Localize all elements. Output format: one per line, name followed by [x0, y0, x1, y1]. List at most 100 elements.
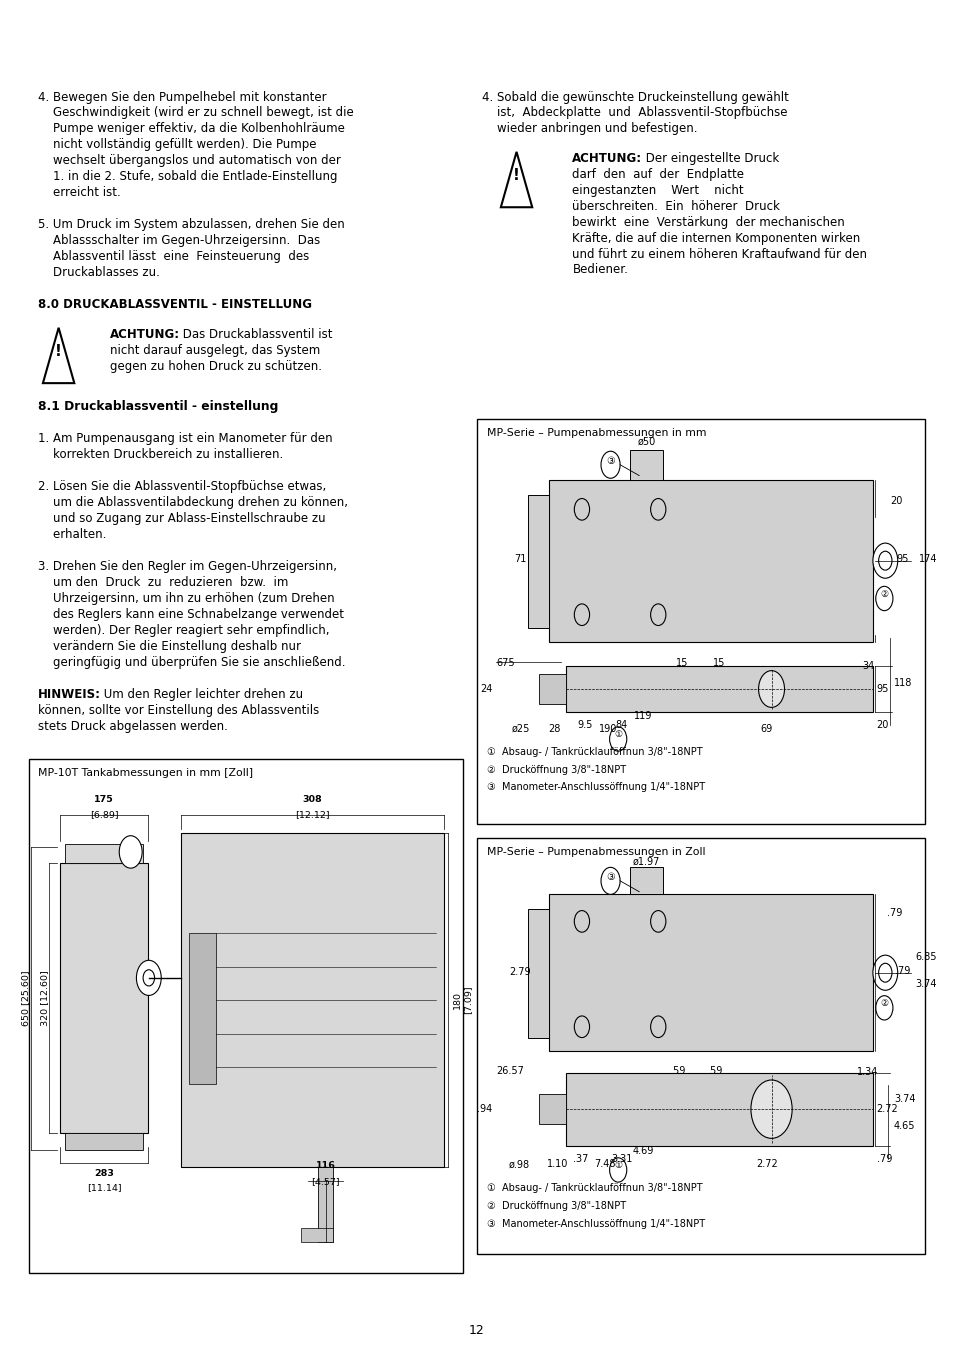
Text: ø1.97: ø1.97: [632, 857, 659, 866]
Circle shape: [872, 955, 897, 990]
Text: .79: .79: [886, 908, 902, 917]
Bar: [60, 863, 148, 1133]
Text: 12: 12: [469, 1324, 484, 1337]
Text: 119: 119: [634, 711, 652, 720]
Circle shape: [600, 867, 619, 894]
Text: .37: .37: [573, 1154, 588, 1163]
Text: 1.10: 1.10: [546, 1159, 567, 1169]
Bar: [565, 1073, 872, 1146]
Text: wechselt übergangslos und automatisch von der: wechselt übergangslos und automatisch vo…: [38, 154, 340, 168]
Text: geringfügig und überprüfen Sie sie anschließend.: geringfügig und überprüfen Sie sie ansch…: [38, 655, 345, 669]
Text: 174: 174: [918, 554, 936, 563]
Text: des Reglers kann eine Schnabelzange verwendet: des Reglers kann eine Schnabelzange verw…: [38, 608, 344, 621]
Text: werden). Der Regler reagiert sehr empfindlich,: werden). Der Regler reagiert sehr empfin…: [38, 624, 330, 636]
Bar: [565, 666, 872, 712]
Text: ø.98: ø.98: [508, 1159, 529, 1169]
Bar: [629, 450, 662, 480]
Text: ③  Manometer-Anschlussöffnung 1/4"-18NPT: ③ Manometer-Anschlussöffnung 1/4"-18NPT: [486, 782, 704, 792]
Text: 4.65: 4.65: [893, 1121, 915, 1131]
Circle shape: [119, 836, 142, 869]
Bar: [538, 1094, 565, 1124]
Text: erhalten.: erhalten.: [38, 528, 107, 540]
Text: 190: 190: [598, 724, 617, 734]
Text: 2. Lösen Sie die Ablassventil-Stopfbüchse etwas,: 2. Lösen Sie die Ablassventil-Stopfbüchs…: [38, 480, 326, 493]
Text: Der eingestellte Druck: Der eingestellte Druck: [641, 151, 779, 165]
Text: ist,  Abdeckplatte  und  Ablassventil-Stopfbüchse: ist, Abdeckplatte und Ablassventil-Stopf…: [481, 107, 786, 119]
Text: 4. Bewegen Sie den Pumpelhebel mit konstanter: 4. Bewegen Sie den Pumpelhebel mit konst…: [38, 91, 327, 104]
Bar: [300, 1228, 333, 1242]
Text: 6.85: 6.85: [914, 952, 936, 962]
Text: darf  den  auf  der  Endplatte: darf den auf der Endplatte: [572, 168, 743, 181]
Text: ③: ③: [605, 455, 615, 466]
Text: wieder anbringen und befestigen.: wieder anbringen und befestigen.: [481, 123, 697, 135]
Bar: [29, 759, 462, 1273]
Circle shape: [750, 1079, 791, 1139]
Text: 283: 283: [94, 1169, 113, 1178]
Text: Ablassventil lässt  eine  Feinsteuerung  des: Ablassventil lässt eine Feinsteuerung de…: [38, 250, 309, 263]
Text: ①: ①: [614, 1162, 621, 1170]
Text: 3.31: 3.31: [611, 1154, 632, 1163]
Text: .79: .79: [876, 1154, 891, 1163]
Circle shape: [875, 996, 892, 1020]
Text: .94: .94: [476, 1104, 492, 1113]
Text: 675: 675: [496, 658, 515, 667]
Text: Pumpe weniger effektiv, da die Kolbenhohlräume: Pumpe weniger effektiv, da die Kolbenhoh…: [38, 123, 345, 135]
Bar: [181, 834, 443, 1167]
Text: 1.34: 1.34: [857, 1067, 878, 1077]
Text: bewirkt  eine  Verstärkung  der mechanischen: bewirkt eine Verstärkung der mechanische…: [572, 216, 844, 228]
Text: ②  Drucköffnung 3/8"-18NPT: ② Drucköffnung 3/8"-18NPT: [486, 1201, 625, 1210]
Text: 5. Um Druck im System abzulassen, drehen Sie den: 5. Um Druck im System abzulassen, drehen…: [38, 219, 345, 231]
Text: 2.72: 2.72: [755, 1159, 777, 1169]
Text: 84: 84: [615, 720, 627, 730]
Text: .79: .79: [894, 966, 909, 975]
Text: erreicht ist.: erreicht ist.: [38, 186, 121, 199]
Bar: [476, 838, 924, 1254]
Text: 4.69: 4.69: [632, 1146, 653, 1155]
Text: 7.48: 7.48: [594, 1159, 616, 1169]
Text: 1. Am Pumpenausgang ist ein Manometer für den: 1. Am Pumpenausgang ist ein Manometer fü…: [38, 432, 333, 444]
Text: 2.79: 2.79: [509, 967, 530, 977]
Bar: [527, 909, 548, 1038]
Text: nicht darauf ausgelegt, das System: nicht darauf ausgelegt, das System: [110, 343, 319, 357]
Text: 26.57: 26.57: [496, 1066, 523, 1075]
Text: 3. Drehen Sie den Regler im Gegen-Uhrzeigersinn,: 3. Drehen Sie den Regler im Gegen-Uhrzei…: [38, 561, 336, 573]
Text: Das Druckablassventil ist: Das Druckablassventil ist: [179, 328, 333, 340]
Text: !: !: [55, 343, 62, 359]
Text: 3.74: 3.74: [893, 1094, 915, 1104]
Text: [6.89]: [6.89]: [90, 811, 118, 819]
Text: verändern Sie die Einstellung deshalb nur: verändern Sie die Einstellung deshalb nu…: [38, 640, 301, 653]
Circle shape: [600, 451, 619, 478]
Text: ②  Drucköffnung 3/8"-18NPT: ② Drucköffnung 3/8"-18NPT: [486, 765, 625, 774]
Text: ②: ②: [880, 1000, 887, 1008]
Text: ACHTUNG:: ACHTUNG:: [110, 328, 180, 340]
Text: überschreiten.  Ein  höherer  Druck: überschreiten. Ein höherer Druck: [572, 200, 780, 212]
Text: 8.0 DRUCKABLASSVENTIL - EINSTELLUNG: 8.0 DRUCKABLASSVENTIL - EINSTELLUNG: [38, 299, 312, 311]
Bar: [65, 844, 143, 863]
Text: 24: 24: [479, 684, 492, 693]
Text: !: !: [513, 168, 519, 182]
Text: 175: 175: [94, 796, 113, 804]
Circle shape: [609, 1158, 626, 1182]
Text: 95: 95: [896, 554, 908, 563]
Text: 3.74: 3.74: [914, 979, 936, 989]
Circle shape: [136, 961, 161, 996]
Text: 95: 95: [876, 684, 888, 693]
Text: Kräfte, die auf die internen Komponenten wirken: Kräfte, die auf die internen Komponenten…: [572, 231, 860, 245]
Bar: [538, 674, 565, 704]
Text: MP-Serie – Pumpenabmessungen in mm: MP-Serie – Pumpenabmessungen in mm: [486, 428, 705, 438]
Text: Uhrzeigersinn, um ihn zu erhöhen (zum Drehen: Uhrzeigersinn, um ihn zu erhöhen (zum Dr…: [38, 592, 335, 605]
Bar: [527, 496, 548, 628]
Text: und führt zu einem höheren Kraftaufwand für den: und führt zu einem höheren Kraftaufwand …: [572, 247, 866, 261]
Text: korrekten Druckbereich zu installieren.: korrekten Druckbereich zu installieren.: [38, 449, 283, 461]
Text: 28: 28: [548, 724, 560, 734]
Text: ACHTUNG:: ACHTUNG:: [572, 151, 642, 165]
Text: 15: 15: [675, 658, 687, 667]
Text: 1. in die 2. Stufe, sobald die Entlade-Einstellung: 1. in die 2. Stufe, sobald die Entlade-E…: [38, 170, 337, 184]
Text: 4. Sobald die gewünschte Druckeinstellung gewählt: 4. Sobald die gewünschte Druckeinstellun…: [481, 91, 788, 104]
Text: um die Ablassventilabdeckung drehen zu können,: um die Ablassventilabdeckung drehen zu k…: [38, 496, 348, 509]
Text: 69: 69: [760, 724, 772, 734]
Text: ø25: ø25: [511, 724, 529, 734]
Text: 8.1 Druckablassventil - einstellung: 8.1 Druckablassventil - einstellung: [38, 400, 278, 413]
Text: 9.5: 9.5: [577, 720, 592, 730]
Bar: [548, 894, 872, 1051]
